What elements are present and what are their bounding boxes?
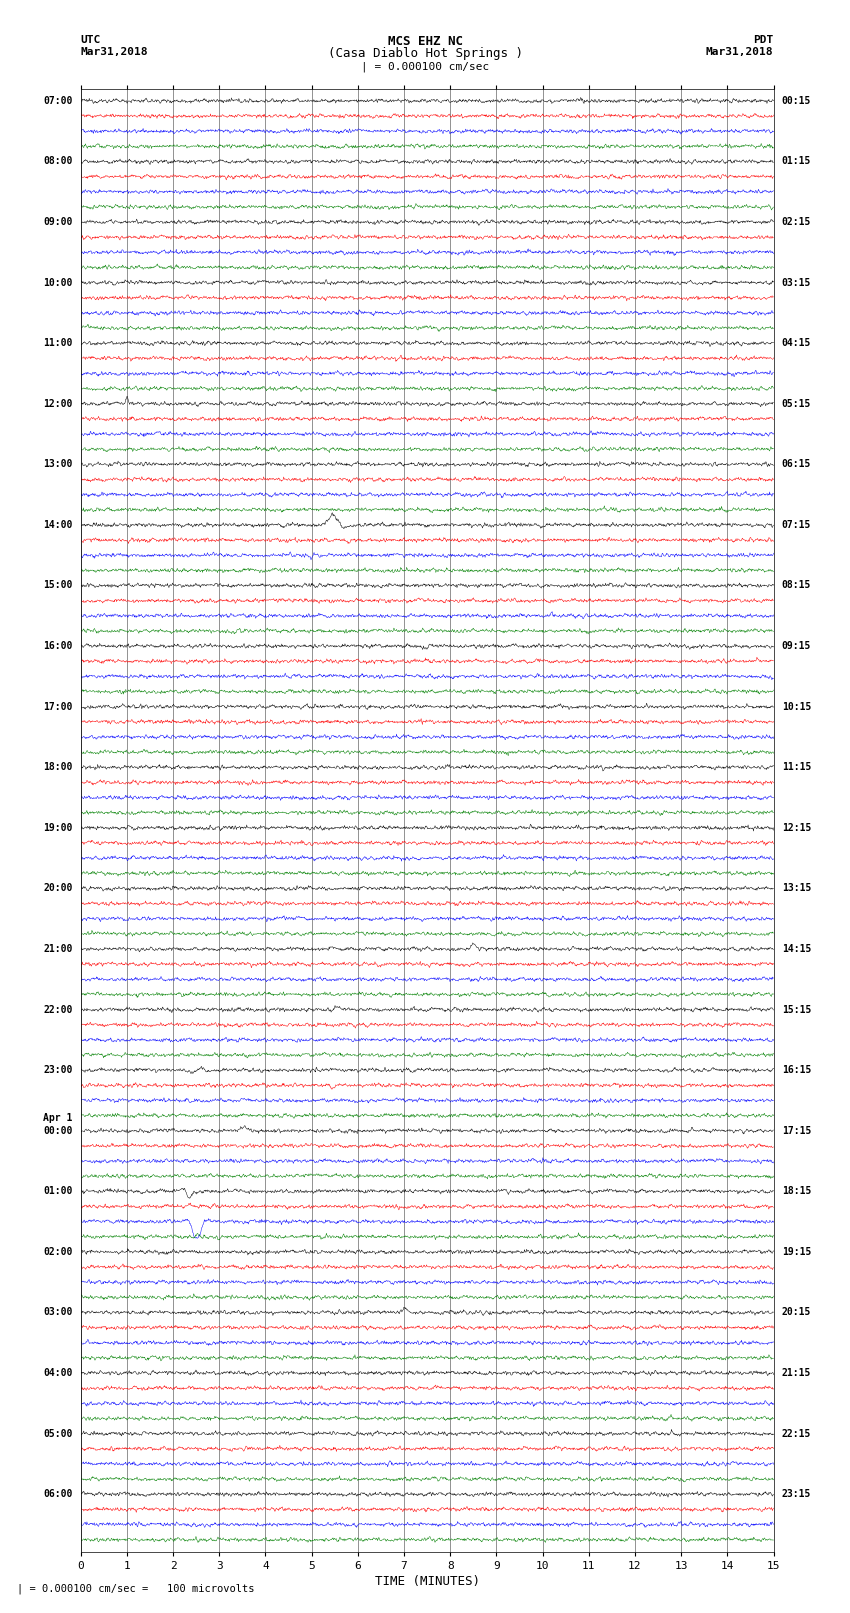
Text: 22:15: 22:15 [782,1429,811,1439]
Text: 11:15: 11:15 [782,763,811,773]
Text: 05:15: 05:15 [782,398,811,408]
Text: 17:15: 17:15 [782,1126,811,1136]
Text: 06:00: 06:00 [43,1489,72,1498]
Text: 00:15: 00:15 [782,95,811,106]
X-axis label: TIME (MINUTES): TIME (MINUTES) [375,1574,479,1587]
Text: 23:15: 23:15 [782,1489,811,1498]
Text: 08:00: 08:00 [43,156,72,166]
Text: | = 0.000100 cm/sec =   100 microvolts: | = 0.000100 cm/sec = 100 microvolts [17,1582,254,1594]
Text: 23:00: 23:00 [43,1065,72,1076]
Text: 14:00: 14:00 [43,519,72,531]
Text: 15:00: 15:00 [43,581,72,590]
Text: (Casa Diablo Hot Springs ): (Casa Diablo Hot Springs ) [327,47,523,60]
Text: PDT: PDT [753,35,774,45]
Text: 01:15: 01:15 [782,156,811,166]
Text: 07:00: 07:00 [43,95,72,106]
Text: 16:15: 16:15 [782,1065,811,1076]
Text: 13:15: 13:15 [782,884,811,894]
Text: 01:00: 01:00 [43,1186,72,1197]
Text: 13:00: 13:00 [43,460,72,469]
Text: 02:00: 02:00 [43,1247,72,1257]
Text: 03:15: 03:15 [782,277,811,287]
Text: 10:00: 10:00 [43,277,72,287]
Text: MCS EHZ NC: MCS EHZ NC [388,35,462,48]
Text: 00:00: 00:00 [43,1126,72,1136]
Text: 16:00: 16:00 [43,640,72,652]
Text: 10:15: 10:15 [782,702,811,711]
Text: 09:15: 09:15 [782,640,811,652]
Text: 20:15: 20:15 [782,1308,811,1318]
Text: 02:15: 02:15 [782,218,811,227]
Text: 20:00: 20:00 [43,884,72,894]
Text: Apr 1: Apr 1 [43,1113,72,1123]
Text: 04:15: 04:15 [782,339,811,348]
Text: 18:15: 18:15 [782,1186,811,1197]
Text: UTC: UTC [81,35,101,45]
Text: Mar31,2018: Mar31,2018 [706,47,774,56]
Text: 21:15: 21:15 [782,1368,811,1378]
Text: Mar31,2018: Mar31,2018 [81,47,148,56]
Text: 11:00: 11:00 [43,339,72,348]
Text: 18:00: 18:00 [43,763,72,773]
Text: 12:00: 12:00 [43,398,72,408]
Text: 21:00: 21:00 [43,944,72,953]
Text: 03:00: 03:00 [43,1308,72,1318]
Text: 19:15: 19:15 [782,1247,811,1257]
Text: 15:15: 15:15 [782,1005,811,1015]
Text: 06:15: 06:15 [782,460,811,469]
Text: 12:15: 12:15 [782,823,811,832]
Text: 08:15: 08:15 [782,581,811,590]
Text: 17:00: 17:00 [43,702,72,711]
Text: 19:00: 19:00 [43,823,72,832]
Text: 07:15: 07:15 [782,519,811,531]
Text: | = 0.000100 cm/sec: | = 0.000100 cm/sec [361,61,489,73]
Text: 09:00: 09:00 [43,218,72,227]
Text: 05:00: 05:00 [43,1429,72,1439]
Text: 04:00: 04:00 [43,1368,72,1378]
Text: 22:00: 22:00 [43,1005,72,1015]
Text: 14:15: 14:15 [782,944,811,953]
